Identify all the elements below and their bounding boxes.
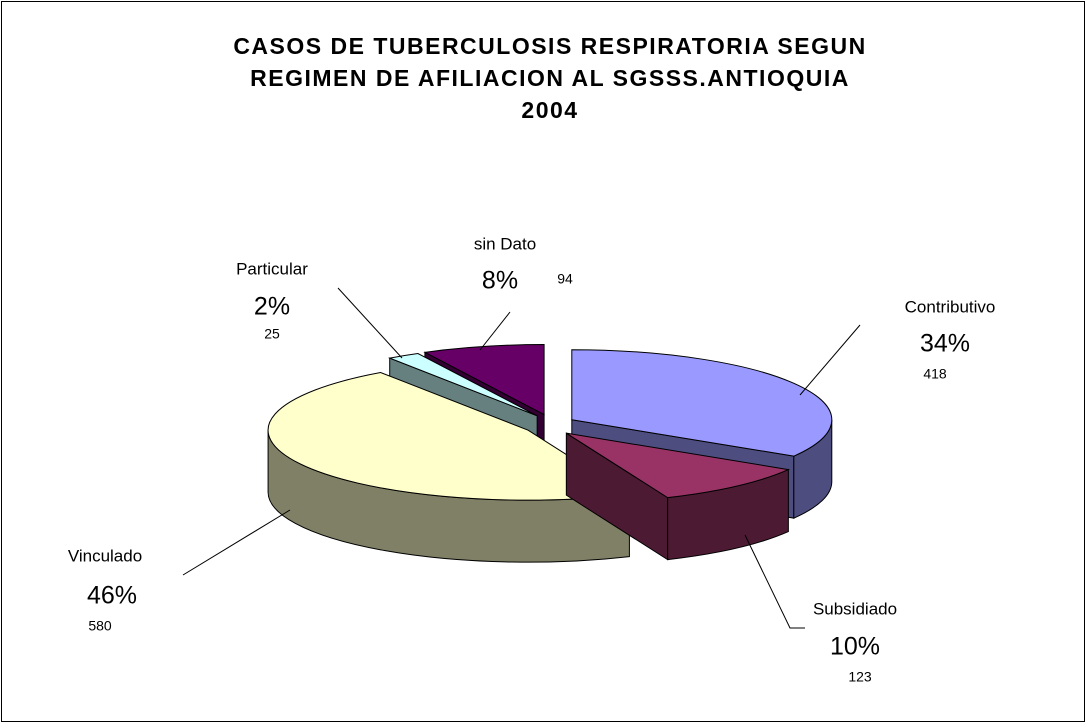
- percent-label: 2%: [254, 293, 290, 321]
- percent-label: 8%: [482, 267, 518, 295]
- slice-top: [387, 353, 538, 417]
- value-label: 94: [557, 271, 573, 287]
- percent-label: 10%: [830, 633, 880, 661]
- leader-line: [744, 534, 805, 629]
- chart-title: CASOS DE TUBERCULOSIS RESPIRATORIA SEGUN…: [233, 33, 866, 123]
- percent-label: 34%: [920, 330, 970, 358]
- slice-label: Particular: [236, 259, 308, 278]
- title-line: REGIMEN DE AFILIACION AL SGSSS.ANTIOQUIA: [250, 65, 850, 91]
- leader-line: [337, 287, 403, 359]
- pie-slice: [565, 432, 791, 561]
- value-label: 25: [264, 326, 280, 342]
- leader-line: [799, 324, 861, 396]
- value-label: 580: [88, 618, 112, 634]
- slice-label: Contributivo: [905, 297, 996, 316]
- value-label: 123: [848, 669, 872, 685]
- slice-top: [267, 372, 631, 501]
- pie-slice: [267, 372, 631, 563]
- slice-top: [566, 432, 791, 499]
- percent-label: 46%: [87, 582, 137, 610]
- slice-label: Vinculado: [68, 546, 142, 565]
- title-line: CASOS DE TUBERCULOSIS RESPIRATORIA SEGUN: [233, 33, 866, 59]
- value-label: 418: [923, 366, 947, 382]
- slice-label: Subsidiado: [813, 599, 897, 618]
- slice-label: sin Dato: [474, 234, 536, 253]
- title-line: 2004: [521, 97, 578, 123]
- slice-top: [571, 349, 833, 457]
- leader-line: [479, 311, 511, 351]
- leader-line: [182, 509, 291, 576]
